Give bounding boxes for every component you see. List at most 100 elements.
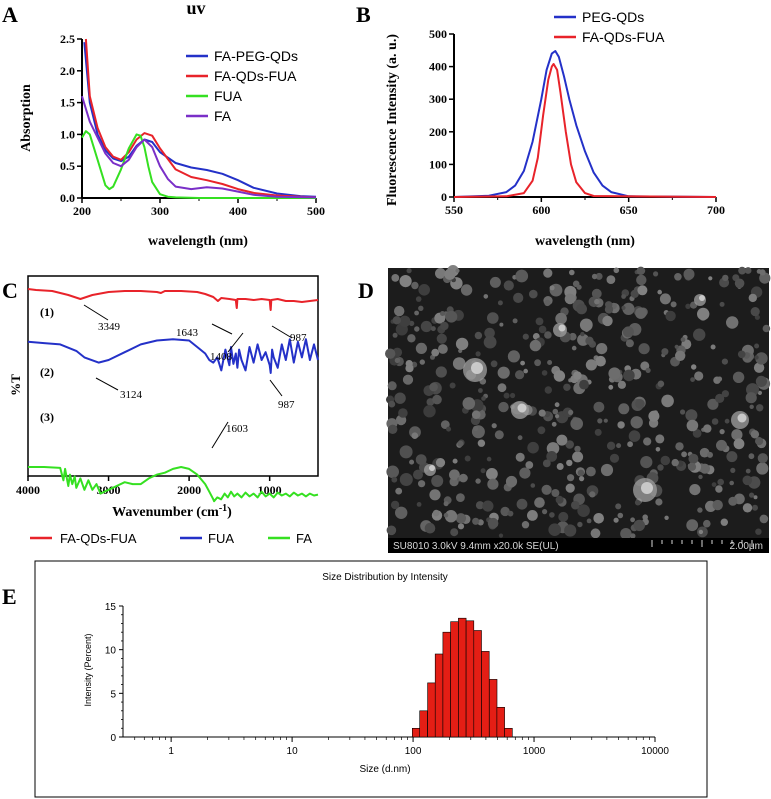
sem-particle xyxy=(415,296,422,302)
sem-particle xyxy=(440,311,445,316)
sem-particle xyxy=(686,419,699,432)
sem-particle xyxy=(460,284,473,296)
sem-particle xyxy=(399,275,412,288)
sem-particle xyxy=(541,484,552,495)
sem-particle xyxy=(551,489,560,497)
sem-particle xyxy=(481,396,486,401)
sem-particle xyxy=(573,371,582,380)
sem-particle xyxy=(415,342,427,354)
sem-particle xyxy=(622,326,634,338)
sem-particle xyxy=(435,366,447,378)
sem-particle xyxy=(756,404,764,412)
sem-particle xyxy=(512,318,518,324)
sem-particle xyxy=(547,360,553,365)
sem-particle xyxy=(616,443,622,449)
sem-particle xyxy=(487,312,499,324)
sem-particle xyxy=(742,503,753,513)
sem-particle xyxy=(594,428,602,436)
sem-particle xyxy=(653,271,659,277)
sem-particle xyxy=(665,310,676,322)
panel-a-axes: 200 300 400 500 0.0 0.5 1.0 1.5 2.0 2.5 xyxy=(60,32,325,218)
a-x-tick-label: 500 xyxy=(307,204,325,218)
sem-particle xyxy=(556,463,564,470)
sem-particle xyxy=(657,289,662,295)
e-bar xyxy=(419,710,428,738)
a-y-tick-label: 2.5 xyxy=(60,32,75,46)
sem-particle xyxy=(386,525,397,536)
sem-particle xyxy=(553,370,566,382)
sem-particle xyxy=(674,344,679,349)
sem-particle xyxy=(462,397,476,410)
b-y-tick-label: 300 xyxy=(429,92,447,106)
sem-particle xyxy=(635,399,645,409)
sem-particle xyxy=(538,409,546,417)
sem-particle xyxy=(687,462,697,471)
sem-particle xyxy=(527,510,538,521)
sem-particle xyxy=(603,418,608,423)
sem-particle xyxy=(414,310,419,316)
panel-c-legend: FA-QDs-FUA FUA FA xyxy=(30,531,312,546)
sem-particle xyxy=(388,400,396,408)
sem-particle xyxy=(732,371,745,383)
sem-particle xyxy=(729,480,734,486)
sem-particle xyxy=(480,468,486,474)
a-x-tick-label: 400 xyxy=(229,204,247,218)
sem-particle xyxy=(431,348,440,357)
sem-particle xyxy=(655,434,665,444)
sem-particle xyxy=(534,497,545,508)
sem-particle xyxy=(569,269,575,276)
panel-d: D SU8010 3.0kV 9.4mm x20.0k SE(UL) 2.00μ… xyxy=(358,265,771,553)
sem-particle xyxy=(591,273,598,280)
sem-particle xyxy=(585,359,598,371)
sem-particle xyxy=(418,284,431,296)
sem-particle xyxy=(515,452,525,462)
panel-a-ylabel: Absorption xyxy=(19,84,34,152)
sem-particle xyxy=(686,519,699,532)
sem-particle xyxy=(762,324,771,333)
a-series-fa-peg-qds xyxy=(83,42,317,198)
panel-b-ylabel: Fluorescence Intensity (a. u.) xyxy=(385,34,400,206)
sem-cluster-highlight xyxy=(517,403,527,413)
sem-particle xyxy=(698,529,704,535)
sem-particle xyxy=(449,469,460,481)
sem-particle xyxy=(571,500,580,510)
sem-particle xyxy=(544,386,552,394)
sem-particle xyxy=(527,441,539,454)
b-y-tick-label: 500 xyxy=(429,27,447,41)
a-legend-label: FA xyxy=(214,108,232,124)
sem-particle xyxy=(716,439,727,451)
sem-particle xyxy=(755,528,762,535)
sem-particle xyxy=(388,424,398,434)
sem-particle xyxy=(606,275,616,284)
e-xlabel: Size (d.nm) xyxy=(359,764,410,775)
sem-particle xyxy=(742,475,753,486)
sem-particle xyxy=(613,517,619,523)
annotation-1408: 1408 xyxy=(210,351,233,363)
sem-particle xyxy=(591,288,602,299)
sem-particle xyxy=(519,467,531,479)
sem-particle xyxy=(563,383,571,391)
sem-particle xyxy=(430,326,436,332)
sem-particle xyxy=(728,496,738,506)
sem-particle xyxy=(475,478,481,484)
sem-particle xyxy=(394,392,406,404)
sem-particle xyxy=(683,268,695,280)
sem-particle xyxy=(459,473,468,483)
panel-b-xlabel: wavelength (nm) xyxy=(535,234,635,249)
sem-particle xyxy=(432,394,442,405)
sem-particle xyxy=(405,360,413,368)
arrow-3349 xyxy=(83,304,109,321)
sem-particle xyxy=(630,416,643,429)
sem-particle xyxy=(659,293,671,305)
arrow-987-a xyxy=(271,325,293,339)
sem-particle xyxy=(640,456,653,469)
sem-particle xyxy=(737,350,746,359)
sem-particle xyxy=(399,473,413,486)
b-y-tick-label: 400 xyxy=(429,60,447,74)
a-legend-label: FA-PEG-QDs xyxy=(214,48,298,64)
sem-particle xyxy=(497,300,503,306)
sem-particle xyxy=(435,268,446,279)
sem-particle xyxy=(720,518,728,526)
annotation-1603: 1603 xyxy=(226,423,249,435)
sem-particle xyxy=(577,504,590,517)
